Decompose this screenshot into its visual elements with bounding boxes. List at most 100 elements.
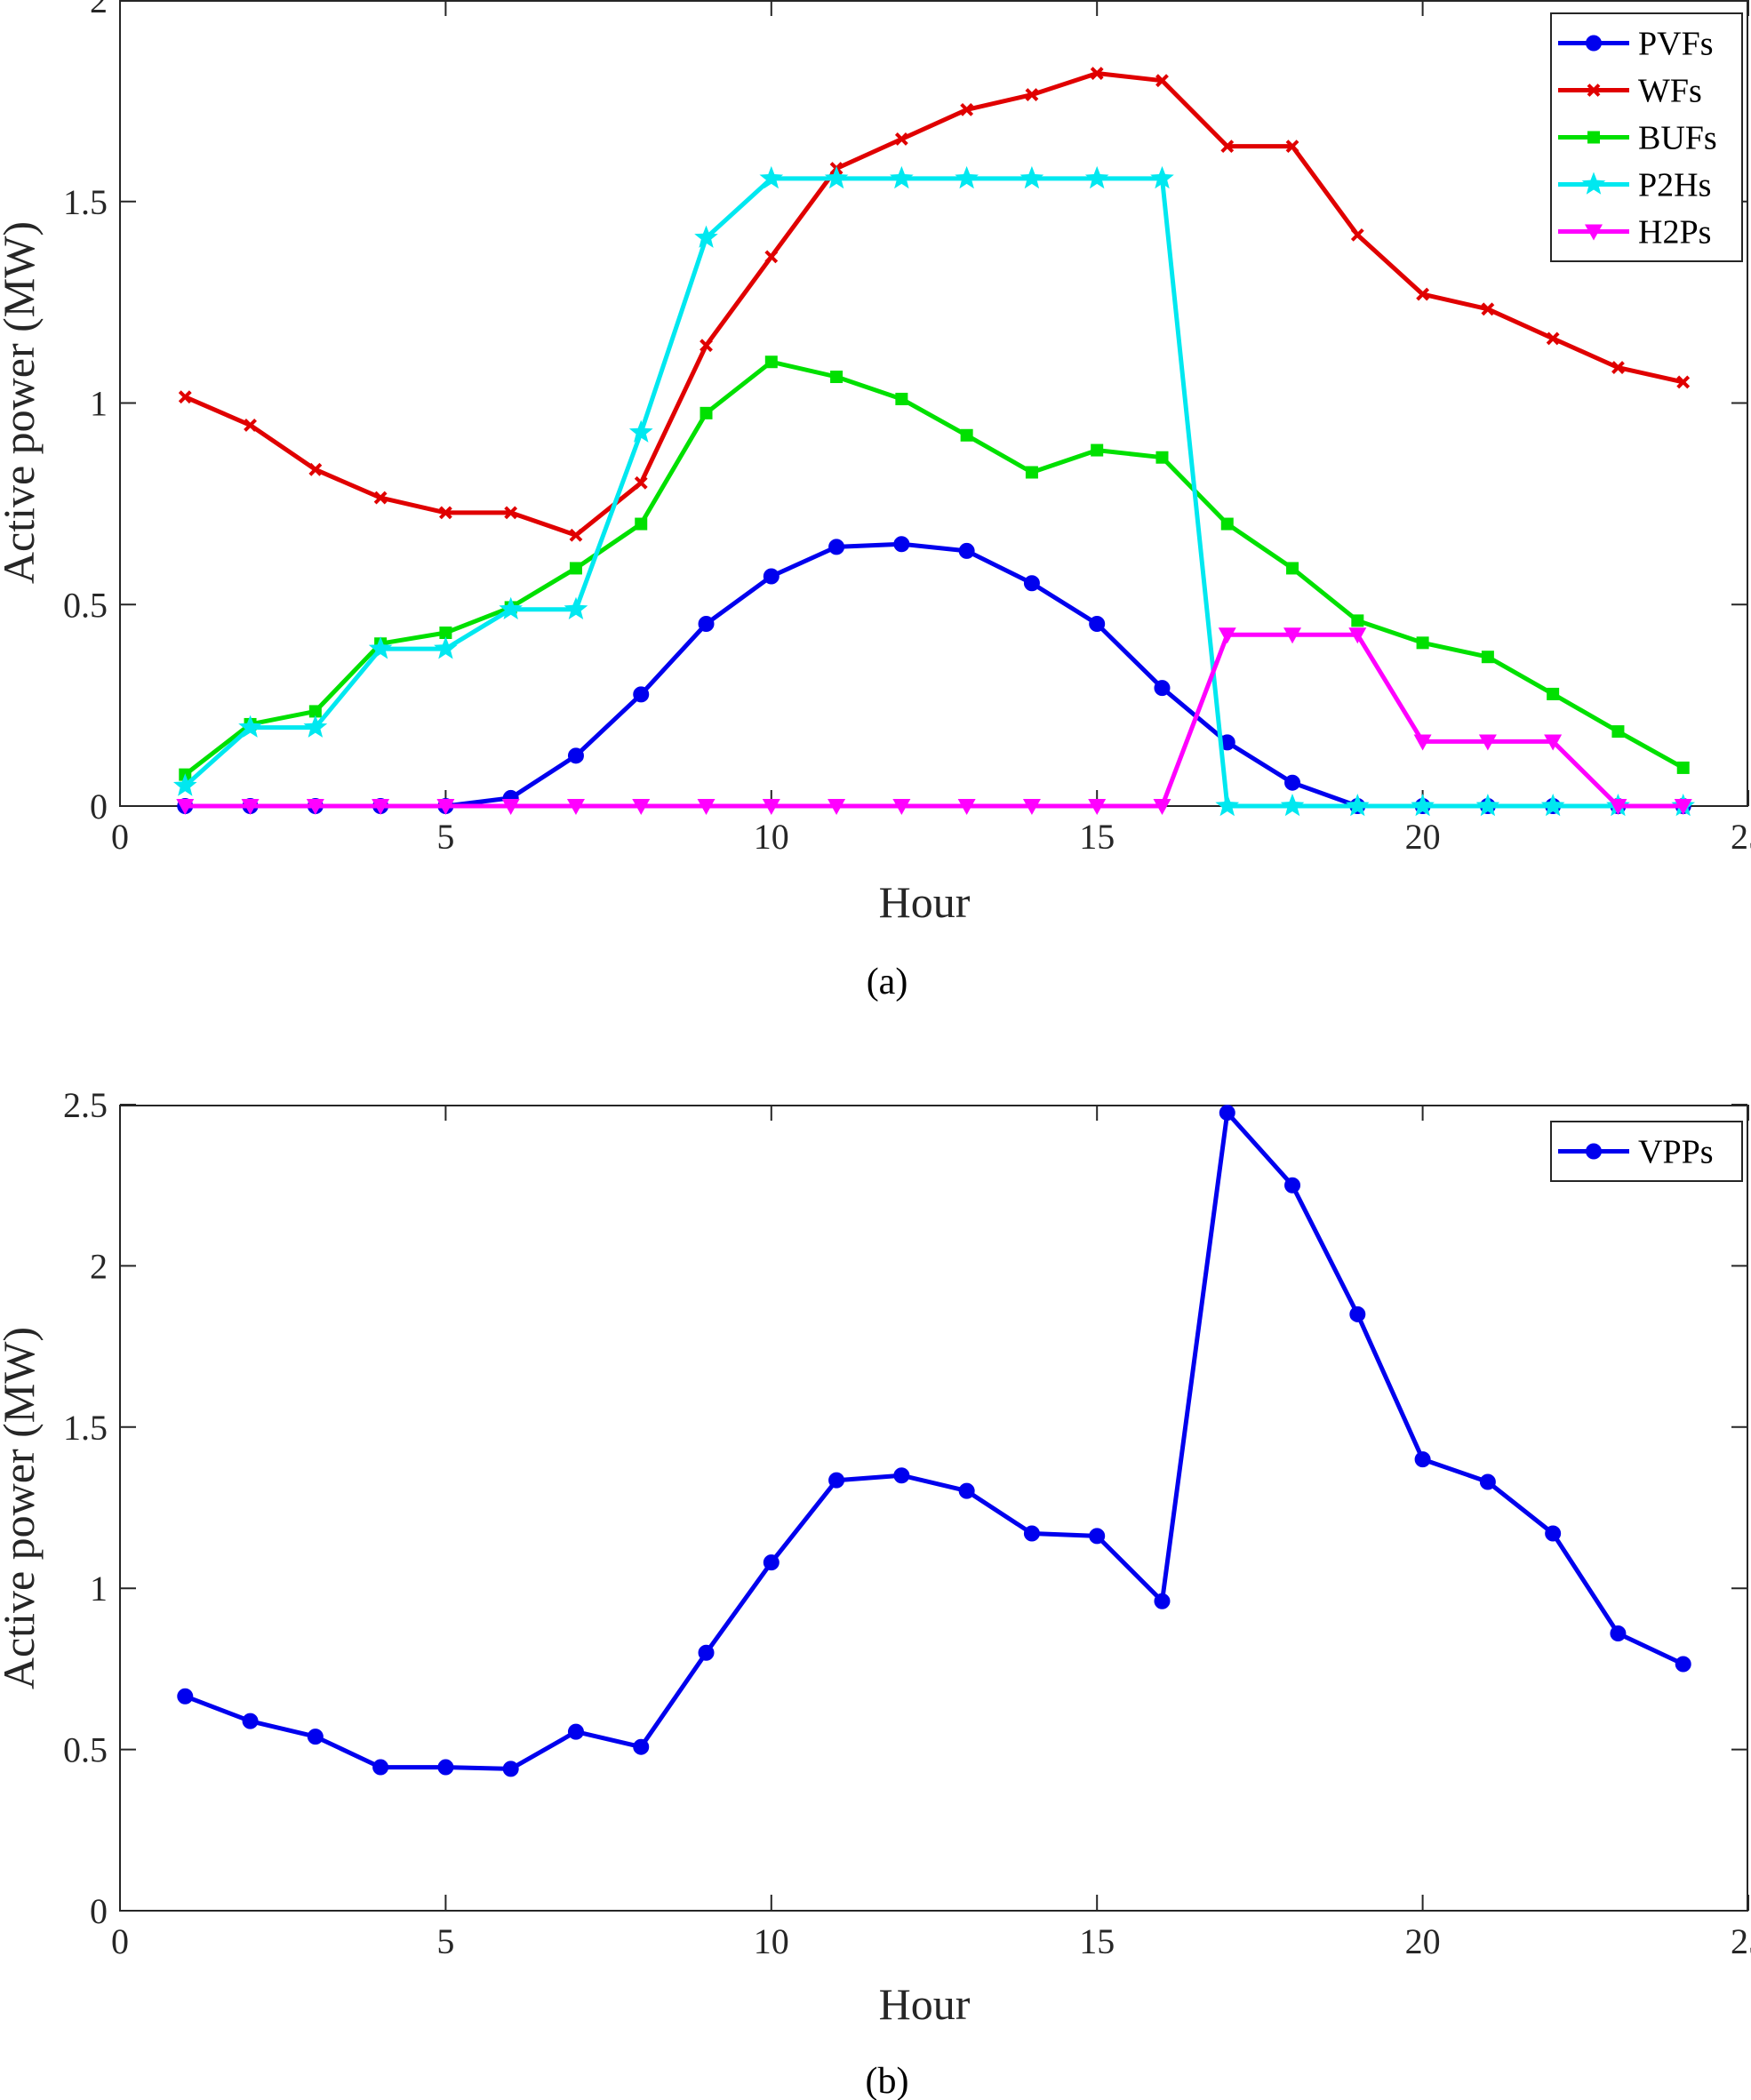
legend-marker-vpps bbox=[1586, 1143, 1602, 1160]
data-point-vpps bbox=[1545, 1525, 1562, 1542]
data-point-vpps bbox=[242, 1713, 259, 1729]
data-point-h2ps bbox=[501, 799, 520, 815]
data-point-h2ps bbox=[1283, 627, 1302, 644]
axes-b bbox=[119, 1105, 1748, 1912]
chart-panel-a: 0 5 10 15 20 25 0 0.5 1 1.5 2 Hour Active power (M… bbox=[0, 0, 1751, 1002]
data-point-p2hs bbox=[890, 165, 914, 189]
data-point-wfs bbox=[1090, 67, 1104, 80]
data-point-wfs bbox=[308, 462, 323, 476]
y-tick-label: 0.5 bbox=[63, 585, 108, 625]
x-tick-label: 5 bbox=[436, 1921, 454, 1961]
data-point-p2hs bbox=[434, 636, 458, 659]
data-point-h2ps bbox=[372, 799, 390, 815]
data-point-h2ps bbox=[1413, 734, 1432, 751]
y-tick-label: 2 bbox=[90, 1246, 108, 1286]
x-axis-label-a: Hour bbox=[879, 877, 971, 927]
data-point-p2hs bbox=[824, 165, 849, 189]
data-point-h2ps bbox=[892, 799, 911, 815]
data-point-wfs bbox=[1416, 287, 1430, 301]
data-point-p2hs bbox=[303, 715, 328, 738]
data-point-p2hs bbox=[1475, 794, 1500, 817]
data-point-wfs bbox=[1611, 361, 1625, 375]
series-p2hs bbox=[173, 165, 1695, 817]
data-point-p2hs bbox=[1150, 165, 1174, 189]
data-point-wfs bbox=[1481, 302, 1495, 316]
data-point-h2ps bbox=[1544, 734, 1563, 751]
data-point-bufs bbox=[1025, 466, 1038, 479]
chart-panel-b: 0 5 10 15 20 25 0 0.5 1 1.5 2 2.5 Hour Active power… bbox=[0, 1085, 1751, 2100]
data-point-bufs bbox=[1155, 451, 1169, 464]
y-tick-label: 1 bbox=[90, 384, 108, 424]
data-point-p2hs bbox=[1411, 794, 1435, 817]
y-tick-label: 2 bbox=[90, 0, 108, 20]
data-point-p2hs bbox=[368, 636, 393, 659]
data-point-vpps bbox=[502, 1761, 519, 1777]
x-tick-label: 15 bbox=[1079, 817, 1115, 857]
data-point-vpps bbox=[437, 1759, 454, 1776]
data-point-wfs bbox=[1350, 228, 1364, 242]
legend-marker-bufs bbox=[1587, 131, 1600, 144]
data-point-wfs bbox=[764, 250, 779, 264]
legend-marker-p2hs bbox=[1581, 172, 1606, 195]
data-point-h2ps bbox=[1088, 799, 1107, 815]
legend-b: VPPs bbox=[1550, 1121, 1743, 1182]
y-axis-label-a: Active power (MW) bbox=[0, 221, 44, 584]
data-point-vpps bbox=[958, 1482, 975, 1499]
x-tick-label: 25 bbox=[1731, 1921, 1751, 1961]
data-point-pvfs bbox=[1154, 680, 1171, 697]
legend-marker-pvfs bbox=[1586, 35, 1602, 52]
data-point-vpps bbox=[1023, 1525, 1040, 1542]
ticks-b: 0 5 10 15 20 25 0 0.5 1 1.5 2 2.5 bbox=[63, 1085, 1751, 1961]
y-tick-label: 0 bbox=[90, 1891, 108, 1931]
data-point-wfs bbox=[1546, 331, 1560, 346]
data-point-h2ps bbox=[1609, 799, 1627, 815]
data-point-bufs bbox=[439, 626, 452, 639]
data-point-pvfs bbox=[1089, 616, 1106, 633]
y-tick-label: 2.5 bbox=[63, 1085, 108, 1125]
data-point-bufs bbox=[635, 517, 648, 531]
data-point-wfs bbox=[569, 528, 583, 542]
data-point-p2hs bbox=[694, 225, 718, 248]
x-tick-label: 5 bbox=[436, 817, 454, 857]
data-point-bufs bbox=[1547, 687, 1560, 700]
plot-area-b bbox=[120, 1105, 1748, 1911]
data-point-h2ps bbox=[828, 799, 846, 815]
series-line-vpps bbox=[184, 1110, 1684, 1771]
data-point-pvfs bbox=[1023, 575, 1040, 592]
series-line-h2ps bbox=[185, 632, 1683, 809]
data-point-wfs bbox=[373, 491, 388, 505]
data-point-vpps bbox=[372, 1759, 389, 1776]
x-tick-label: 20 bbox=[1405, 1921, 1441, 1961]
legend-marker-wfs bbox=[1587, 84, 1601, 97]
data-point-p2hs bbox=[238, 715, 262, 738]
data-point-wfs bbox=[634, 475, 648, 490]
data-point-pvfs bbox=[698, 616, 715, 633]
series-line-bufs bbox=[183, 359, 1684, 777]
data-point-p2hs bbox=[173, 773, 197, 796]
data-point-bufs bbox=[1351, 614, 1364, 627]
data-point-p2hs bbox=[1280, 794, 1305, 817]
data-point-bufs bbox=[1286, 562, 1299, 575]
data-point-p2hs bbox=[564, 596, 588, 619]
data-point-vpps bbox=[828, 1472, 845, 1489]
plot-area-a bbox=[120, 0, 1748, 806]
data-point-vpps bbox=[177, 1688, 194, 1705]
data-point-vpps bbox=[1219, 1105, 1235, 1122]
data-point-bufs bbox=[1611, 725, 1625, 739]
data-point-pvfs bbox=[567, 747, 584, 764]
x-tick-label: 10 bbox=[754, 817, 789, 857]
x-tick-label: 10 bbox=[754, 1921, 789, 1961]
data-point-wfs bbox=[438, 506, 452, 520]
series-a bbox=[173, 67, 1695, 817]
data-point-p2hs bbox=[1019, 165, 1044, 189]
data-point-bufs bbox=[764, 355, 778, 369]
data-point-h2ps bbox=[241, 799, 260, 815]
data-point-h2ps bbox=[306, 799, 324, 815]
ticks-a: 0 5 10 15 20 25 0 0.5 1 1.5 2 bbox=[63, 0, 1751, 857]
data-point-pvfs bbox=[893, 536, 910, 553]
data-point-p2hs bbox=[499, 596, 523, 619]
data-point-wfs bbox=[700, 339, 713, 353]
y-tick-label: 1.5 bbox=[63, 182, 108, 222]
data-point-h2ps bbox=[1153, 799, 1171, 815]
